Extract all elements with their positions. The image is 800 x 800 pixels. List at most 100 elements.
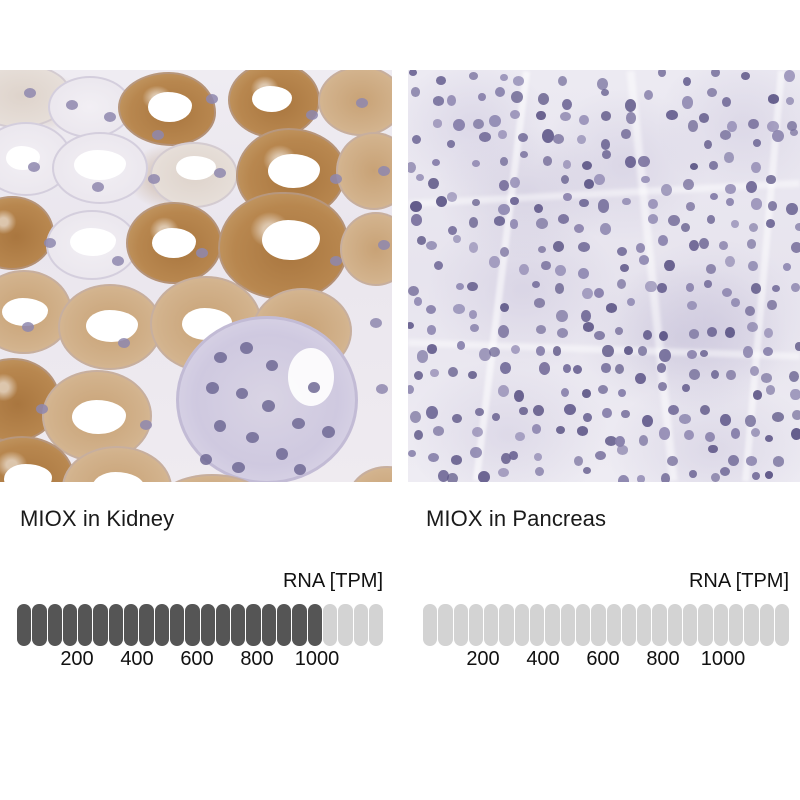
tubule <box>348 466 392 482</box>
nucleus <box>724 152 734 163</box>
nucleus <box>246 432 259 443</box>
nucleus <box>495 87 505 98</box>
nucleus <box>428 177 439 189</box>
nucleus <box>666 109 678 121</box>
nucleus <box>745 181 757 194</box>
nucleus <box>643 89 654 101</box>
nucleus <box>602 344 615 358</box>
nucleus <box>408 449 417 458</box>
nucleus <box>330 174 342 184</box>
nucleus <box>513 76 525 86</box>
nucleus <box>617 389 626 398</box>
pancreas-tissue-image <box>408 70 800 482</box>
nucleus <box>726 120 738 133</box>
rna-gauge-kidney: RNA [TPM] 200 400 600 800 1000 <box>17 570 384 680</box>
nucleus <box>456 282 465 290</box>
nucleus <box>499 246 510 257</box>
nucleus <box>772 412 785 423</box>
nucleus <box>531 424 542 435</box>
gauge-bar-empty <box>698 604 713 646</box>
micrograph-pancreas[interactable] <box>408 70 800 482</box>
nucleus <box>600 88 610 97</box>
nucleus <box>731 428 741 439</box>
nucleus <box>413 370 423 380</box>
nucleus <box>750 366 759 377</box>
nucleus <box>467 370 478 380</box>
tubule-stained <box>0 196 54 270</box>
gauge-bar-empty <box>744 604 759 646</box>
nucleus <box>563 404 576 416</box>
nucleus <box>510 90 523 103</box>
nucleus <box>727 454 740 467</box>
nucleus <box>725 184 736 194</box>
nucleus <box>517 133 528 143</box>
rna-tpm-label: RNA [TPM] <box>688 570 789 592</box>
nucleus <box>763 346 773 356</box>
micrograph-kidney[interactable] <box>0 70 392 482</box>
nucleus <box>489 256 500 269</box>
gauge-bar-empty <box>514 604 530 646</box>
gauge-bars[interactable] <box>17 604 384 646</box>
nucleus <box>533 297 546 308</box>
nucleus <box>641 175 650 183</box>
nucleus <box>470 323 480 332</box>
tubule <box>318 70 392 136</box>
nucleus <box>745 414 756 427</box>
nucleus <box>751 471 761 481</box>
nucleus <box>647 214 659 224</box>
nucleus <box>306 110 318 120</box>
nucleus <box>497 325 509 338</box>
gauge-tick-labels: 200 400 600 800 1000 <box>17 648 383 674</box>
nucleus <box>498 468 509 478</box>
gauge-bars[interactable] <box>423 604 790 646</box>
nucleus <box>434 261 444 271</box>
nucleus <box>594 173 606 185</box>
nucleus <box>232 462 245 473</box>
nucleus <box>140 420 152 430</box>
gauge-bar-filled <box>307 604 322 646</box>
nuclei-field <box>408 70 800 482</box>
nucleus <box>615 436 626 447</box>
nucleus <box>745 455 758 466</box>
nucleus <box>408 321 415 330</box>
gauge-tick: 1000 <box>700 648 746 670</box>
gauge-bar-empty <box>453 604 468 646</box>
nucleus <box>574 455 584 466</box>
nucleus <box>477 471 490 482</box>
nucleus <box>378 166 390 176</box>
nucleus <box>767 299 777 311</box>
nucleus <box>563 363 572 373</box>
nucleus <box>448 366 459 377</box>
tubule-lumen <box>4 464 52 482</box>
nucleus <box>710 369 719 380</box>
nucleus <box>426 406 438 419</box>
gauge-bar-filled <box>78 604 93 646</box>
nucleus <box>24 88 36 98</box>
nucleus <box>414 297 423 306</box>
gauge-bar-empty <box>591 604 606 646</box>
nucleus <box>660 183 673 196</box>
nucleus <box>414 430 424 441</box>
rna-tpm-label: RNA [TPM] <box>282 570 383 592</box>
gauge-bar-filled <box>215 604 231 646</box>
nucleus <box>541 129 554 143</box>
nucleus <box>787 120 797 132</box>
gauge-bar-empty <box>353 604 368 646</box>
nucleus <box>479 347 491 361</box>
nucleus <box>410 410 422 423</box>
nucleus <box>468 309 478 319</box>
nucleus <box>468 217 479 228</box>
nucleus <box>794 222 800 232</box>
nucleus <box>751 283 762 294</box>
nucleus <box>616 246 627 256</box>
nucleus <box>788 370 800 383</box>
gauge-bar-filled <box>200 604 215 646</box>
gauge-bar-empty <box>652 604 667 646</box>
nucleus <box>791 427 800 441</box>
nucleus <box>667 455 679 467</box>
nucleus <box>699 404 710 415</box>
nucleus <box>750 428 760 438</box>
gauge-tick: 800 <box>646 648 680 670</box>
nucleus <box>582 389 591 398</box>
nucleus <box>262 400 275 412</box>
